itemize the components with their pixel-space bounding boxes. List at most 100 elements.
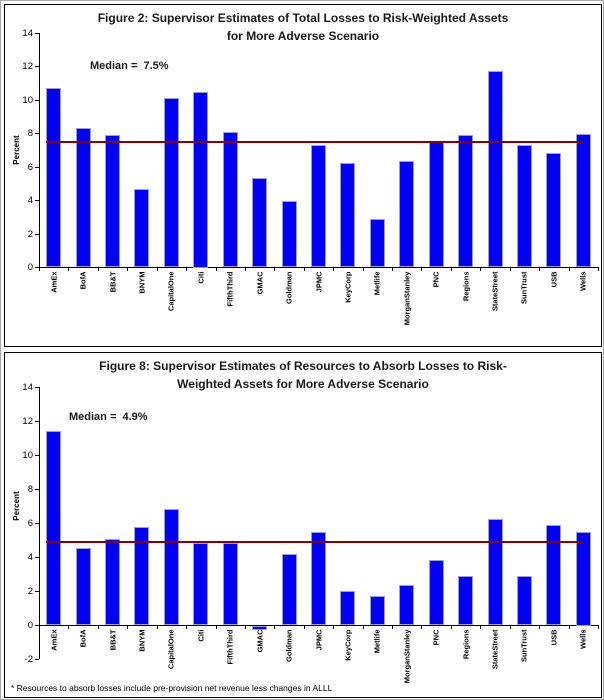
x-label-Regions: Regions	[461, 271, 471, 302]
x-tick	[274, 267, 275, 271]
x-label-StateStreet: StateStreet	[490, 271, 500, 312]
y-tick-label: 10	[22, 450, 33, 461]
x-tick	[245, 267, 246, 271]
y-tick	[35, 200, 39, 201]
x-label-BofA: BofA	[78, 271, 88, 290]
y-tick	[35, 591, 39, 592]
x-tick	[68, 625, 69, 629]
x-label-CapitalOne: CapitalOne	[166, 271, 176, 312]
x-tick	[480, 267, 481, 271]
y-tick-label: 10	[22, 95, 33, 106]
footnote: * Resources to absorb losses include pre…	[11, 683, 333, 693]
x-tick	[510, 267, 511, 271]
bar-CapitalOne	[164, 98, 179, 267]
x-tick	[598, 267, 599, 271]
x-label-Regions: Regions	[461, 629, 471, 660]
x-tick	[333, 625, 334, 629]
chart-panel-figure2: Figure 2: Supervisor Estimates of Total …	[4, 4, 602, 347]
x-tick	[363, 267, 364, 271]
x-label-Citi: Citi	[196, 271, 206, 284]
x-label-MorganStanley: MorganStanley	[402, 629, 412, 684]
x-tick	[392, 267, 393, 271]
y-tick-label: 2	[27, 229, 33, 240]
median-annotation: Median = 4.9%	[69, 411, 148, 423]
x-label-JPMC: JPMC	[314, 271, 324, 293]
y-tick-label: 14	[22, 28, 33, 39]
y-tick	[35, 66, 39, 67]
y-axis-title: Percent	[12, 135, 21, 165]
y-tick	[35, 33, 39, 34]
y-tick	[35, 523, 39, 524]
x-tick	[157, 625, 158, 629]
x-label-Goldman: Goldman	[284, 271, 294, 305]
x-label-USB: USB	[549, 271, 559, 288]
y-tick-label: 12	[22, 61, 33, 72]
bar-AmEx	[46, 431, 61, 625]
bar-CapitalOne	[164, 509, 179, 625]
y-axis-title: Percent	[12, 491, 21, 521]
x-label-Metlife: Metlife	[372, 271, 382, 296]
y-tick	[35, 167, 39, 168]
bar-MorganStanley	[399, 585, 414, 625]
x-label-Wells: Wells	[578, 629, 588, 649]
x-label-BB&T: BB&T	[108, 271, 118, 293]
bar-PNC	[429, 142, 444, 267]
x-tick	[598, 625, 599, 629]
chart-title: Figure 2: Supervisor Estimates of Total …	[5, 9, 601, 45]
bar-BofA	[76, 128, 91, 267]
x-tick	[510, 625, 511, 629]
x-tick	[186, 267, 187, 271]
y-tick	[35, 387, 39, 388]
y-tick-label: 4	[27, 552, 33, 563]
x-label-AmEx: AmEx	[49, 271, 59, 293]
bar-Wells	[576, 134, 591, 267]
x-tick	[421, 625, 422, 629]
bar-GMAC	[252, 626, 267, 630]
x-label-MorganStanley: MorganStanley	[402, 271, 412, 326]
x-label-BB&T: BB&T	[108, 629, 118, 651]
bar-FifthThird	[223, 543, 238, 625]
x-label-KeyCorp: KeyCorp	[343, 629, 353, 661]
bar-BNYM	[134, 527, 149, 625]
bar-StateStreet	[488, 71, 503, 267]
x-tick	[539, 267, 540, 271]
bar-GMAC	[252, 178, 267, 267]
bar-Goldman	[282, 201, 297, 267]
x-label-FifthThird: FifthThird	[225, 271, 235, 307]
x-label-KeyCorp: KeyCorp	[343, 271, 353, 303]
bar-USB	[546, 153, 561, 267]
chart-title: Figure 8: Supervisor Estimates of Resour…	[5, 357, 601, 393]
y-tick	[35, 421, 39, 422]
chart-title-line2: Weighted Assets for More Adverse Scenari…	[177, 377, 429, 391]
x-label-GMAC: GMAC	[255, 271, 265, 295]
x-label-StateStreet: StateStreet	[490, 629, 500, 670]
x-label-Citi: Citi	[196, 629, 206, 642]
bar-SunTrust	[517, 576, 532, 625]
chart-title-line1: Figure 8: Supervisor Estimates of Resour…	[99, 359, 507, 373]
bar-JPMC	[311, 145, 326, 267]
bar-BB&T	[105, 135, 120, 267]
bar-MorganStanley	[399, 161, 414, 267]
median-line	[46, 141, 583, 143]
x-tick	[539, 625, 540, 629]
bar-PNC	[429, 560, 444, 625]
y-tick	[35, 267, 39, 268]
chart-title-line1: Figure 2: Supervisor Estimates of Total …	[97, 11, 509, 25]
y-tick-label: 12	[22, 416, 33, 427]
y-tick-label: 0	[27, 620, 33, 631]
x-tick	[421, 267, 422, 271]
bar-Citi	[193, 543, 208, 625]
x-tick	[186, 625, 187, 629]
x-tick	[304, 625, 305, 629]
y-tick-label: 6	[27, 518, 33, 529]
x-label-Goldman: Goldman	[284, 629, 294, 663]
y-tick	[35, 100, 39, 101]
x-label-FifthThird: FifthThird	[225, 629, 235, 665]
x-label-BNYM: BNYM	[137, 629, 147, 652]
bar-KeyCorp	[340, 591, 355, 625]
bar-JPMC	[311, 532, 326, 625]
x-label-AmEx: AmEx	[49, 629, 59, 651]
x-label-BofA: BofA	[78, 629, 88, 648]
x-tick	[157, 267, 158, 271]
